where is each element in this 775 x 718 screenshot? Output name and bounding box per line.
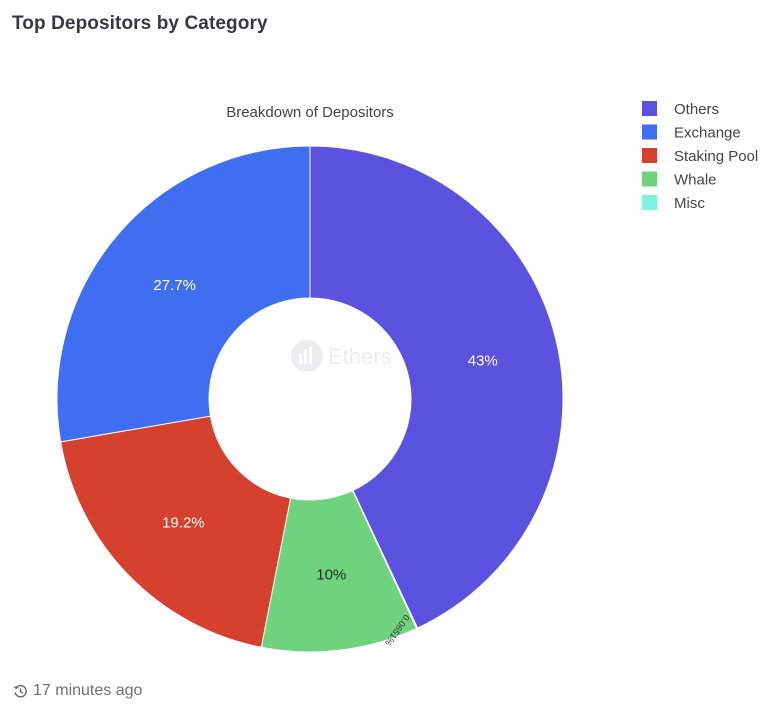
slice-label-staking-pool: 19.2% (162, 515, 205, 532)
legend-swatch-misc (642, 195, 657, 210)
slice-label-others: 43% (468, 352, 498, 369)
legend-swatch-others (642, 101, 657, 116)
legend-label-whale: Whale (674, 172, 717, 189)
legend-item-staking-pool[interactable]: Staking Pool (642, 148, 758, 165)
slice-label-exchange: 27.7% (153, 277, 196, 294)
legend-item-whale[interactable]: Whale (642, 171, 717, 189)
legend-item-misc[interactable]: Misc (642, 195, 705, 212)
legend-swatch-staking-pool (642, 148, 657, 163)
legend-item-exchange[interactable]: Exchange (642, 124, 741, 142)
slice-exchange[interactable] (56, 145, 311, 443)
history-clock-icon (12, 683, 29, 700)
legend-swatch-exchange (642, 124, 657, 140)
last-updated-text: 17 minutes ago (33, 682, 143, 699)
watermark-text: Ethers (328, 344, 392, 369)
watermark: Ethers (291, 340, 392, 372)
legend-label-exchange: Exchange (674, 125, 741, 142)
etherscan-logo-icon (291, 340, 323, 372)
legend: Others Exchange Staking Pool Whale Misc (642, 101, 758, 212)
legend-label-others: Others (674, 101, 719, 118)
slices-layer (56, 145, 564, 653)
legend-swatch-whale (642, 171, 657, 187)
legend-item-others[interactable]: Others (642, 101, 719, 118)
slice-staking-pool[interactable] (60, 415, 292, 648)
last-updated: 17 minutes ago (12, 680, 142, 702)
legend-label-misc: Misc (674, 195, 705, 212)
legend-label-staking-pool: Staking Pool (674, 148, 758, 165)
slice-others[interactable] (309, 145, 564, 629)
page-title: Top Depositors by Category (12, 13, 268, 34)
slice-label-whale: 10% (316, 567, 346, 584)
chart-title: Breakdown of Depositors (226, 104, 394, 121)
